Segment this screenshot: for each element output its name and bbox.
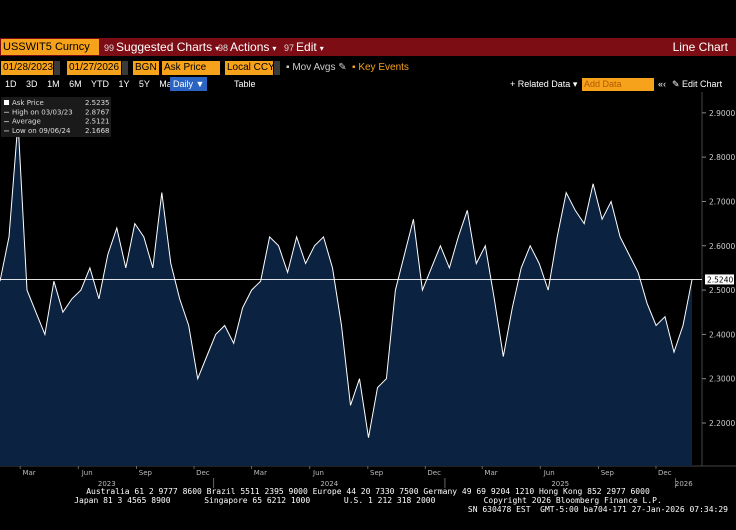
- nav-arrows[interactable]: «‹: [658, 79, 667, 89]
- x-tick-label: Jun: [81, 469, 93, 477]
- y-tick-label: 2.4000: [709, 330, 735, 339]
- option-label: Mov Avgs: [292, 62, 336, 73]
- spinner[interactable]: [274, 61, 280, 75]
- mov-avgs[interactable]: ▪ Mov Avgs ✎: [286, 62, 347, 73]
- currency-select[interactable]: Local CCY: [225, 61, 275, 75]
- menu-label: Actions: [230, 40, 270, 54]
- legend-bg: [1, 97, 111, 137]
- y-tick-label: 2.8000: [709, 153, 735, 162]
- title-bar: [0, 38, 736, 56]
- year-label: 2024: [320, 480, 338, 488]
- menu-code: 99: [104, 43, 115, 53]
- legend-value: 2.1668: [85, 127, 110, 135]
- x-tick-label: Dec: [658, 469, 672, 477]
- period-buttons[interactable]: 1D 3D 1M 6M YTD 1Y 5Y Max: [5, 77, 176, 91]
- period[interactable]: YTD: [90, 79, 109, 89]
- period[interactable]: 6M: [69, 79, 82, 89]
- end-date[interactable]: 01/27/2026: [67, 61, 121, 75]
- menu-button[interactable]: 99 Suggested Charts ▾: [104, 40, 220, 54]
- menu-code: 97: [284, 43, 295, 53]
- x-tick-label: Mar: [22, 469, 35, 477]
- option-label: Key Events: [358, 62, 409, 73]
- x-tick-label: Mar: [254, 469, 267, 477]
- x-tick-label: Sep: [601, 469, 615, 477]
- last-price-box: [705, 274, 734, 285]
- legend-label: Low on 09/06/24: [12, 127, 71, 135]
- x-tick-label: Dec: [427, 469, 441, 477]
- x-tick-label: Sep: [139, 469, 153, 477]
- x-tick-label: Dec: [196, 469, 210, 477]
- field-select[interactable]: Ask Price: [162, 61, 220, 75]
- y-tick-label: 2.5000: [709, 286, 735, 295]
- period[interactable]: 3D: [26, 79, 38, 89]
- key-events[interactable]: ▪ Key Events: [352, 62, 409, 73]
- frequency: Daily: [173, 79, 194, 89]
- menu-label: Suggested Charts: [116, 40, 213, 54]
- period[interactable]: Max: [159, 79, 177, 89]
- frequency-button[interactable]: Daily ▼: [170, 77, 208, 91]
- legend-label: Average: [12, 118, 41, 126]
- legend-value: 2.5235: [85, 99, 110, 107]
- edit-chart-label: Edit Chart: [682, 79, 723, 89]
- x-tick-label: Mar: [484, 469, 497, 477]
- menu-code: 98: [218, 43, 229, 53]
- last-price-label: 2.5240: [707, 275, 733, 284]
- menu-label: Edit: [296, 40, 317, 54]
- x-tick-label: Jun: [312, 469, 324, 477]
- view-name: Line Chart: [672, 40, 728, 54]
- add-data-field[interactable]: Add Data: [582, 78, 654, 91]
- y-tick-label: 2.9000: [709, 109, 735, 118]
- legend-label: High on 03/03/23: [12, 108, 73, 116]
- edit-chart-button[interactable]: ✎ Edit Chart: [672, 79, 723, 89]
- start-date[interactable]: 01/28/2023: [1, 61, 54, 75]
- period[interactable]: 1M: [47, 79, 60, 89]
- legend: Ask Price 2.5235 High on 03/03/23 2.8767 Ave…: [1, 97, 111, 137]
- legend-value: 2.5121: [85, 118, 110, 126]
- y-tick-label: 2.2000: [709, 419, 735, 428]
- spinner[interactable]: [122, 61, 128, 75]
- y-tick-label: 2.3000: [709, 375, 735, 384]
- spinner[interactable]: [54, 61, 60, 75]
- price-line: [0, 121, 693, 438]
- related-label: Related Data: [517, 79, 571, 89]
- footer-line: SN 630478 EST GMT-5:00 ba704-171 27-Jan-…: [467, 505, 728, 514]
- year-label: 2026: [675, 480, 693, 488]
- legend-label: Ask Price: [12, 99, 44, 107]
- period[interactable]: 5Y: [138, 79, 150, 89]
- security-field[interactable]: USSWIT5 Curncy: [1, 39, 99, 55]
- legend-value: 2.8767: [85, 108, 110, 116]
- year-label: 2023: [98, 480, 116, 488]
- y-tick-label: 2.6000: [709, 242, 735, 251]
- area-fill: [0, 121, 692, 466]
- period[interactable]: 1Y: [118, 79, 130, 89]
- table-button[interactable]: Table: [234, 79, 256, 89]
- chart: 2.2000 2.3000 2.4000 2.5000 2.6000 2.7000 2.80…: [0, 92, 736, 490]
- year-label: 2025: [551, 480, 569, 488]
- footer-line: Japan 81 3 4565 8900 Singapore 65 6212 1…: [74, 496, 662, 505]
- menu-button[interactable]: 98 Actions ▾: [218, 40, 277, 54]
- footer-line: Australia 61 2 9777 8600 Brazil 5511 239…: [86, 487, 650, 496]
- price-field[interactable]: BGN: [133, 61, 159, 75]
- related-data-button[interactable]: + Related Data ▾: [510, 79, 578, 89]
- period[interactable]: 1D: [5, 79, 17, 89]
- x-tick-label: Jun: [543, 469, 555, 477]
- legend-swatch: [4, 100, 9, 105]
- menu-button[interactable]: 97 Edit ▾: [284, 40, 324, 54]
- x-tick-label: Sep: [370, 469, 384, 477]
- y-tick-label: 2.7000: [709, 197, 735, 206]
